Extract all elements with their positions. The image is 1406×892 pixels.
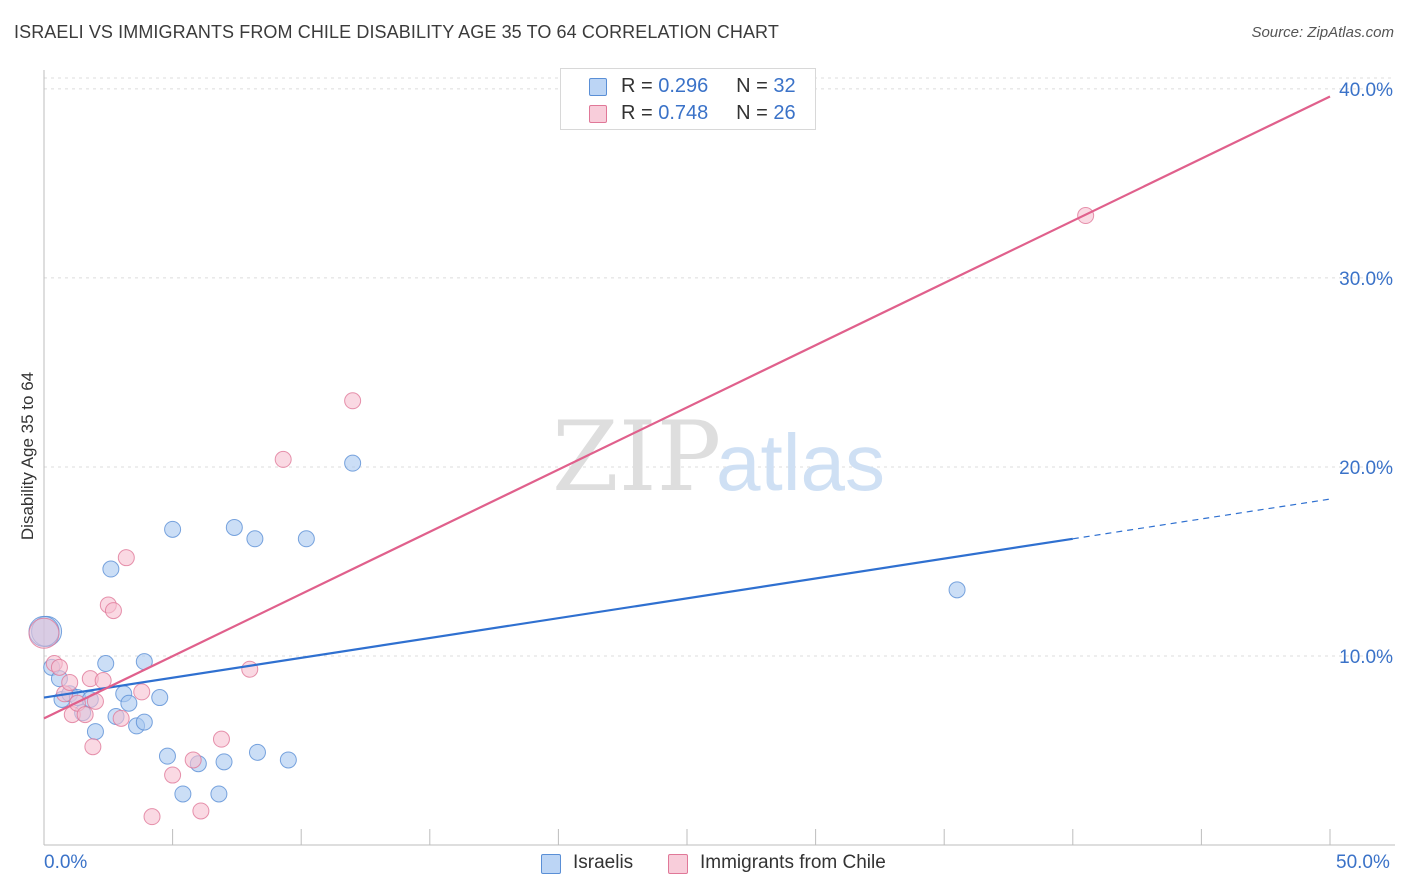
israelis-n-label: N = (736, 75, 768, 97)
y-tick-label-20: 20.0% (1339, 458, 1393, 479)
point-israelis-19 (164, 520, 182, 538)
point-israelis-15 (135, 713, 153, 731)
point-israelis-24 (225, 518, 243, 536)
point-israelis-22 (210, 785, 228, 803)
point-israelis-23 (215, 753, 233, 771)
point-chile-2 (50, 658, 68, 676)
point-israelis-30 (948, 581, 966, 599)
trend-chile (43, 95, 1331, 720)
point-chile-0 (28, 617, 60, 649)
chart-source: Source: ZipAtlas.com (1251, 24, 1394, 41)
data-points (28, 207, 1095, 826)
point-chile-19 (184, 751, 202, 769)
point-chile-18 (164, 766, 182, 784)
y-tick-labels: 10.0% 20.0% 30.0% 40.0% (1339, 80, 1393, 668)
x-tick-label-max: 50.0% (1336, 852, 1390, 873)
point-chile-9 (84, 738, 102, 756)
point-israelis-29 (344, 454, 362, 472)
point-israelis-13 (120, 694, 138, 712)
point-israelis-26 (248, 743, 266, 761)
israelis-swatch (589, 78, 607, 96)
point-chile-14 (112, 709, 130, 727)
point-chile-20 (192, 802, 210, 820)
legend-israelis-swatch (541, 854, 561, 874)
point-israelis-17 (151, 689, 169, 707)
trend-israelis (43, 537, 1073, 699)
correlation-legend: R = 0.296 N = 32 R = 0.748 N = 26 (560, 68, 816, 130)
point-chile-21 (212, 730, 230, 748)
grid-lines (44, 77, 1395, 657)
legend-israelis-label: Israelis (573, 852, 634, 873)
point-israelis-25 (246, 530, 264, 548)
point-chile-17 (143, 808, 161, 826)
y-tick-label-40: 40.0% (1339, 80, 1393, 101)
point-chile-23 (274, 450, 292, 468)
watermark-atlas: atlas (716, 418, 885, 507)
israelis-r-label: R = (621, 75, 653, 97)
chile-r-label: R = (621, 102, 653, 124)
point-chile-7 (76, 706, 94, 724)
point-chile-13 (104, 602, 122, 620)
y-tick-label-30: 30.0% (1339, 269, 1393, 290)
trend-lines (43, 95, 1331, 720)
israelis-r-value: 0.296 (658, 75, 709, 97)
chile-n-value: 26 (773, 102, 796, 124)
point-israelis-28 (297, 530, 315, 548)
point-israelis-18 (158, 747, 176, 765)
trend-israelis-extension (1072, 498, 1331, 540)
point-israelis-20 (174, 785, 192, 803)
x-tick-label-min: 0.0% (44, 852, 88, 873)
israelis-n-value: 32 (773, 75, 796, 97)
point-israelis-9 (97, 655, 115, 673)
chile-n-label: N = (736, 102, 768, 124)
axes (43, 70, 1395, 846)
watermark-zip: ZIP (552, 401, 721, 513)
point-israelis-8 (86, 723, 104, 741)
point-chile-24 (344, 392, 362, 410)
y-tick-label-10: 10.0% (1339, 647, 1393, 668)
point-israelis-10 (102, 560, 120, 578)
point-chile-4 (61, 673, 79, 691)
chile-swatch (589, 105, 607, 123)
point-israelis-27 (279, 751, 297, 769)
legend-chile-label: Immigrants from Chile (700, 852, 886, 873)
chile-r-value: 0.748 (658, 102, 709, 124)
point-chile-22 (241, 660, 259, 678)
point-chile-16 (133, 683, 151, 701)
legend-chile-swatch (668, 854, 688, 874)
chart-title: ISRAELI VS IMMIGRANTS FROM CHILE DISABIL… (14, 22, 779, 42)
point-chile-15 (117, 549, 135, 567)
